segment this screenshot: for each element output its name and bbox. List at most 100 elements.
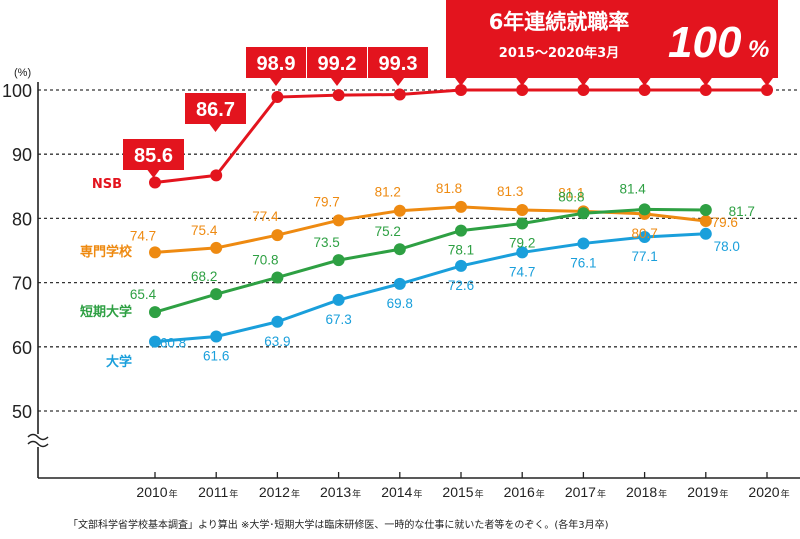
x-tick-suffix: 年 — [229, 488, 238, 500]
callout-box — [246, 47, 306, 78]
data-point — [455, 259, 467, 272]
data-label: 60.8 — [160, 336, 186, 351]
data-label: 72.6 — [448, 278, 474, 293]
x-tick-label: 2018年 — [626, 484, 667, 500]
data-point — [577, 84, 590, 96]
callout-pointer — [392, 78, 404, 86]
callout-pointer — [147, 170, 160, 178]
series-line-2 — [154, 207, 706, 314]
data-label: 81.1 — [558, 185, 584, 200]
x-tick-label: 2016年 — [504, 484, 545, 500]
x-tick-label: 2011年 — [198, 484, 238, 500]
callout-value: 86.7 — [196, 99, 235, 121]
banner-percent: % — [748, 36, 769, 63]
data-label: 61.6 — [203, 349, 229, 364]
banner-title: 6年連続就職率 — [489, 10, 630, 34]
data-label: 68.2 — [191, 269, 217, 284]
x-tick-suffix: 年 — [352, 488, 361, 500]
banner: 6年連続就職率 2015～2020年3月 100% — [446, 0, 778, 86]
data-point — [271, 271, 284, 284]
data-label: 74.7 — [130, 228, 156, 243]
y-unit-label: (%) — [14, 67, 31, 79]
data-label: 80.7 — [631, 226, 657, 241]
axis-break-mark — [27, 433, 49, 448]
banner-pointer — [516, 78, 529, 86]
data-label: 73.5 — [313, 235, 339, 250]
banner-pointer — [577, 78, 590, 86]
data-label: 67.3 — [325, 312, 351, 327]
banner-pointer — [699, 78, 712, 86]
data-label: 78.1 — [448, 243, 474, 258]
data-point — [455, 224, 467, 237]
banner-subtitle: 2015～2020年3月 — [499, 45, 619, 61]
data-point — [332, 214, 345, 227]
data-point — [332, 293, 345, 306]
data-point — [699, 204, 712, 217]
y-tick-50: 50 — [12, 402, 32, 422]
data-label: 77.1 — [631, 249, 657, 264]
data-point — [393, 88, 406, 101]
data-point — [516, 204, 529, 217]
data-label: 69.8 — [387, 296, 413, 311]
data-point — [393, 277, 406, 290]
nsb-callouts: 85.6 86.7 98.9 99.2 99.3 — [123, 47, 428, 178]
data-label: 76.1 — [570, 255, 596, 270]
data-point — [516, 84, 529, 96]
callout-pointer — [331, 78, 343, 86]
data-point — [699, 214, 712, 227]
data-point — [577, 237, 590, 250]
data-point — [455, 200, 467, 213]
series-line-3 — [154, 232, 706, 344]
data-point — [577, 207, 590, 220]
series-name-label: NSB — [92, 177, 122, 192]
callout-box — [185, 93, 246, 124]
banner-pointer — [638, 78, 651, 86]
data-point — [455, 84, 467, 96]
series-name-label: 専門学校 — [80, 244, 133, 260]
series-name-label: 短期大学 — [80, 304, 132, 320]
x-tick-suffix: 年 — [169, 488, 178, 500]
data-point — [210, 169, 223, 182]
data-point — [271, 315, 284, 328]
data-point — [271, 229, 284, 242]
callout-box — [123, 139, 184, 170]
data-point — [699, 227, 712, 240]
data-point — [210, 241, 223, 254]
data-point — [516, 217, 529, 230]
y-tick-60: 60 — [12, 338, 32, 358]
data-point — [332, 89, 345, 102]
data-label: 81.2 — [375, 185, 401, 200]
x-tick-label: 2012年 — [259, 484, 300, 500]
data-label: 70.8 — [252, 252, 278, 267]
x-tick-label: 2015年 — [442, 484, 483, 500]
data-point — [149, 176, 161, 189]
data-point — [393, 204, 406, 217]
y-tick-90: 90 — [12, 145, 32, 165]
data-point — [393, 243, 406, 256]
callout-value: 99.3 — [379, 53, 418, 75]
x-tick-label: 2020年 — [748, 484, 789, 500]
banner-box — [446, 0, 778, 78]
footnote: 「文部科学省学校基本調査」より算出 ※大学･短期大学は臨床研修医、一時的な仕事に… — [68, 518, 609, 531]
data-point — [332, 254, 345, 267]
data-point — [516, 246, 529, 259]
data-point — [638, 231, 651, 244]
x-tick-suffix: 年 — [658, 488, 667, 500]
callout-pointer — [209, 124, 222, 132]
x-tick-suffix: 年 — [536, 488, 545, 500]
x-tick-label: 2010年 — [136, 484, 177, 500]
x-tick-suffix: 年 — [719, 488, 728, 500]
banner-pointer — [761, 78, 773, 86]
data-label: 75.2 — [375, 224, 401, 239]
banner-value: 100 — [668, 18, 742, 67]
data-label: 77.4 — [252, 209, 279, 224]
banner-pointer — [455, 78, 467, 86]
data-label: 81.7 — [729, 204, 755, 219]
data-label: 81.8 — [436, 181, 462, 196]
data-point — [761, 84, 773, 96]
data-point — [149, 246, 161, 259]
x-tick-suffix: 年 — [475, 488, 484, 500]
axes: 100 90 80 70 60 50 2010年 2011年 2012年 2013年 2014年 20… — [2, 81, 800, 500]
